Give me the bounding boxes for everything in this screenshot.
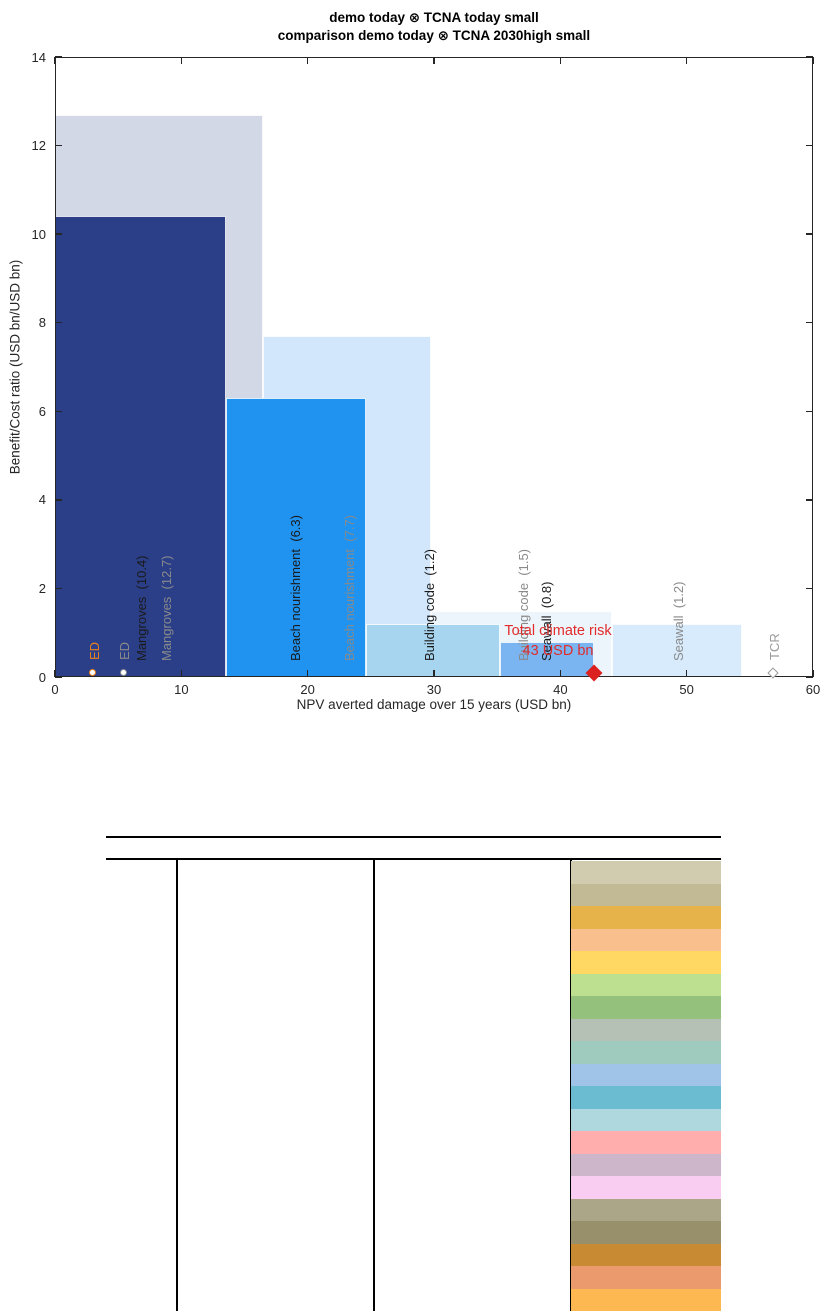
x-tick-mark	[180, 670, 183, 677]
adaptation-cost-benefit-chart: demo today ⊗ TCNA today small comparison…	[7, 9, 821, 712]
y-axis-label: Benefit/Cost ratio (USD bn/USD bn)	[7, 259, 23, 475]
y-tick-mark	[55, 56, 62, 58]
chart-title: demo today ⊗ TCNA today small comparison…	[55, 9, 813, 45]
measure-label: Building code (1.2)	[421, 548, 437, 661]
color-swatch-row	[571, 883, 721, 906]
x-tick-mark-top	[812, 57, 814, 64]
color-swatch-row	[571, 1018, 721, 1041]
table-column-divider-1	[176, 860, 178, 1311]
color-swatch-row	[571, 928, 721, 951]
y-tick-label: 10	[31, 226, 46, 242]
color-swatch-row	[571, 1198, 721, 1221]
y-tick-mark-right	[806, 56, 813, 58]
y-tick-mark	[55, 499, 62, 501]
color-swatch-row	[571, 1266, 721, 1289]
y-tick-label: 4	[38, 492, 46, 508]
x-tick-mark	[306, 670, 309, 677]
tcr-marker-diamond	[766, 667, 779, 679]
measure-label: Beach nourishment (6.3)	[287, 515, 303, 661]
color-swatch-row	[571, 861, 721, 884]
measure-label: TCR	[766, 633, 782, 660]
x-tick-mark-top	[306, 57, 309, 64]
annotation-line: 43 USD bn	[522, 642, 594, 659]
y-tick-mark	[55, 587, 62, 590]
color-swatch-row	[571, 996, 721, 1019]
chart-title-line1: demo today ⊗ TCNA today small	[329, 10, 539, 25]
y-tick-mark-right	[806, 144, 813, 147]
y-tick-label: 8	[38, 315, 46, 331]
color-swatch-row	[571, 1243, 721, 1266]
x-tick-label: 50	[679, 682, 694, 697]
y-tick-label: 0	[38, 669, 46, 685]
measure-label: Mangroves (12.7)	[158, 555, 174, 662]
x-tick-mark	[685, 670, 688, 677]
measure-label: Mangroves (10.4)	[133, 555, 149, 662]
x-tick-mark-top	[433, 57, 435, 64]
total-climate-risk-annotation: Total climate risk 43 USD bn	[463, 622, 653, 661]
x-tick-mark-top	[685, 57, 688, 64]
y-tick-mark	[55, 321, 62, 324]
y-tick-mark	[55, 233, 62, 235]
color-swatch-row	[571, 1063, 721, 1086]
x-tick-label: 10	[174, 682, 189, 697]
measure-label: ED	[116, 641, 132, 660]
table-header-rule	[106, 858, 721, 860]
y-tick-mark-right	[806, 499, 813, 501]
color-swatch-row	[571, 1176, 721, 1199]
bar-today-building-code	[365, 623, 500, 677]
y-tick-mark-right	[806, 410, 813, 413]
plot-area: 0 10 20 30 40 50 60 0 2 4 6 8 10 12 14 Mangroves (12.7)…	[31, 49, 821, 698]
y-tick-label: 14	[31, 49, 46, 65]
y-tick-label: 6	[38, 403, 46, 419]
y-tick-mark-right	[806, 321, 813, 324]
x-tick-label: 30	[426, 682, 442, 697]
y-tick-mark	[55, 410, 62, 413]
y-tick-label: 2	[38, 580, 46, 596]
measure-label: Beach nourishment (7.7)	[341, 515, 357, 661]
x-tick-label: 60	[805, 682, 821, 697]
x-axis-label: NPV averted damage over 15 years (USD bn…	[296, 697, 572, 712]
table-column-divider-2	[373, 860, 375, 1311]
y-tick-label: 12	[31, 138, 46, 154]
color-swatch-row	[571, 1108, 721, 1131]
color-swatch-row	[571, 906, 721, 929]
y-tick-mark	[55, 676, 62, 678]
x-tick-mark-top	[559, 57, 562, 64]
table-top-rule	[106, 836, 721, 838]
annotation-line: Total climate risk	[504, 623, 612, 639]
color-swatch-row	[571, 1041, 721, 1064]
color-swatch-row	[571, 1153, 721, 1176]
x-tick-mark	[812, 670, 814, 677]
ed-marker-circle	[119, 668, 127, 676]
color-swatch-row	[571, 1288, 721, 1311]
color-swatch-row	[571, 951, 721, 974]
measure-label: Seawall (1.2)	[670, 581, 686, 661]
color-swatch-row	[571, 1086, 721, 1109]
y-tick-mark-right	[806, 233, 813, 235]
color-swatch-row	[571, 1221, 721, 1244]
y-tick-mark-right	[806, 676, 813, 678]
x-tick-label: 0	[51, 682, 59, 697]
x-tick-label: 20	[300, 682, 315, 697]
y-tick-mark-right	[806, 587, 813, 590]
x-tick-mark-top	[54, 57, 56, 64]
y-tick-mark	[55, 144, 62, 147]
color-swatch-row	[571, 1131, 721, 1154]
x-tick-label: 40	[553, 682, 568, 697]
table-column-divider-3	[570, 860, 572, 1311]
ed-marker-circle	[89, 668, 97, 676]
x-tick-mark-top	[180, 57, 183, 64]
x-tick-mark	[559, 670, 562, 677]
chart-title-line2: comparison demo today ⊗ TCNA 2030high sm…	[277, 28, 591, 43]
x-tick-mark	[433, 670, 435, 677]
results-table	[0, 740, 831, 1311]
color-swatch-row	[571, 973, 721, 996]
measure-label: ED	[86, 641, 102, 660]
